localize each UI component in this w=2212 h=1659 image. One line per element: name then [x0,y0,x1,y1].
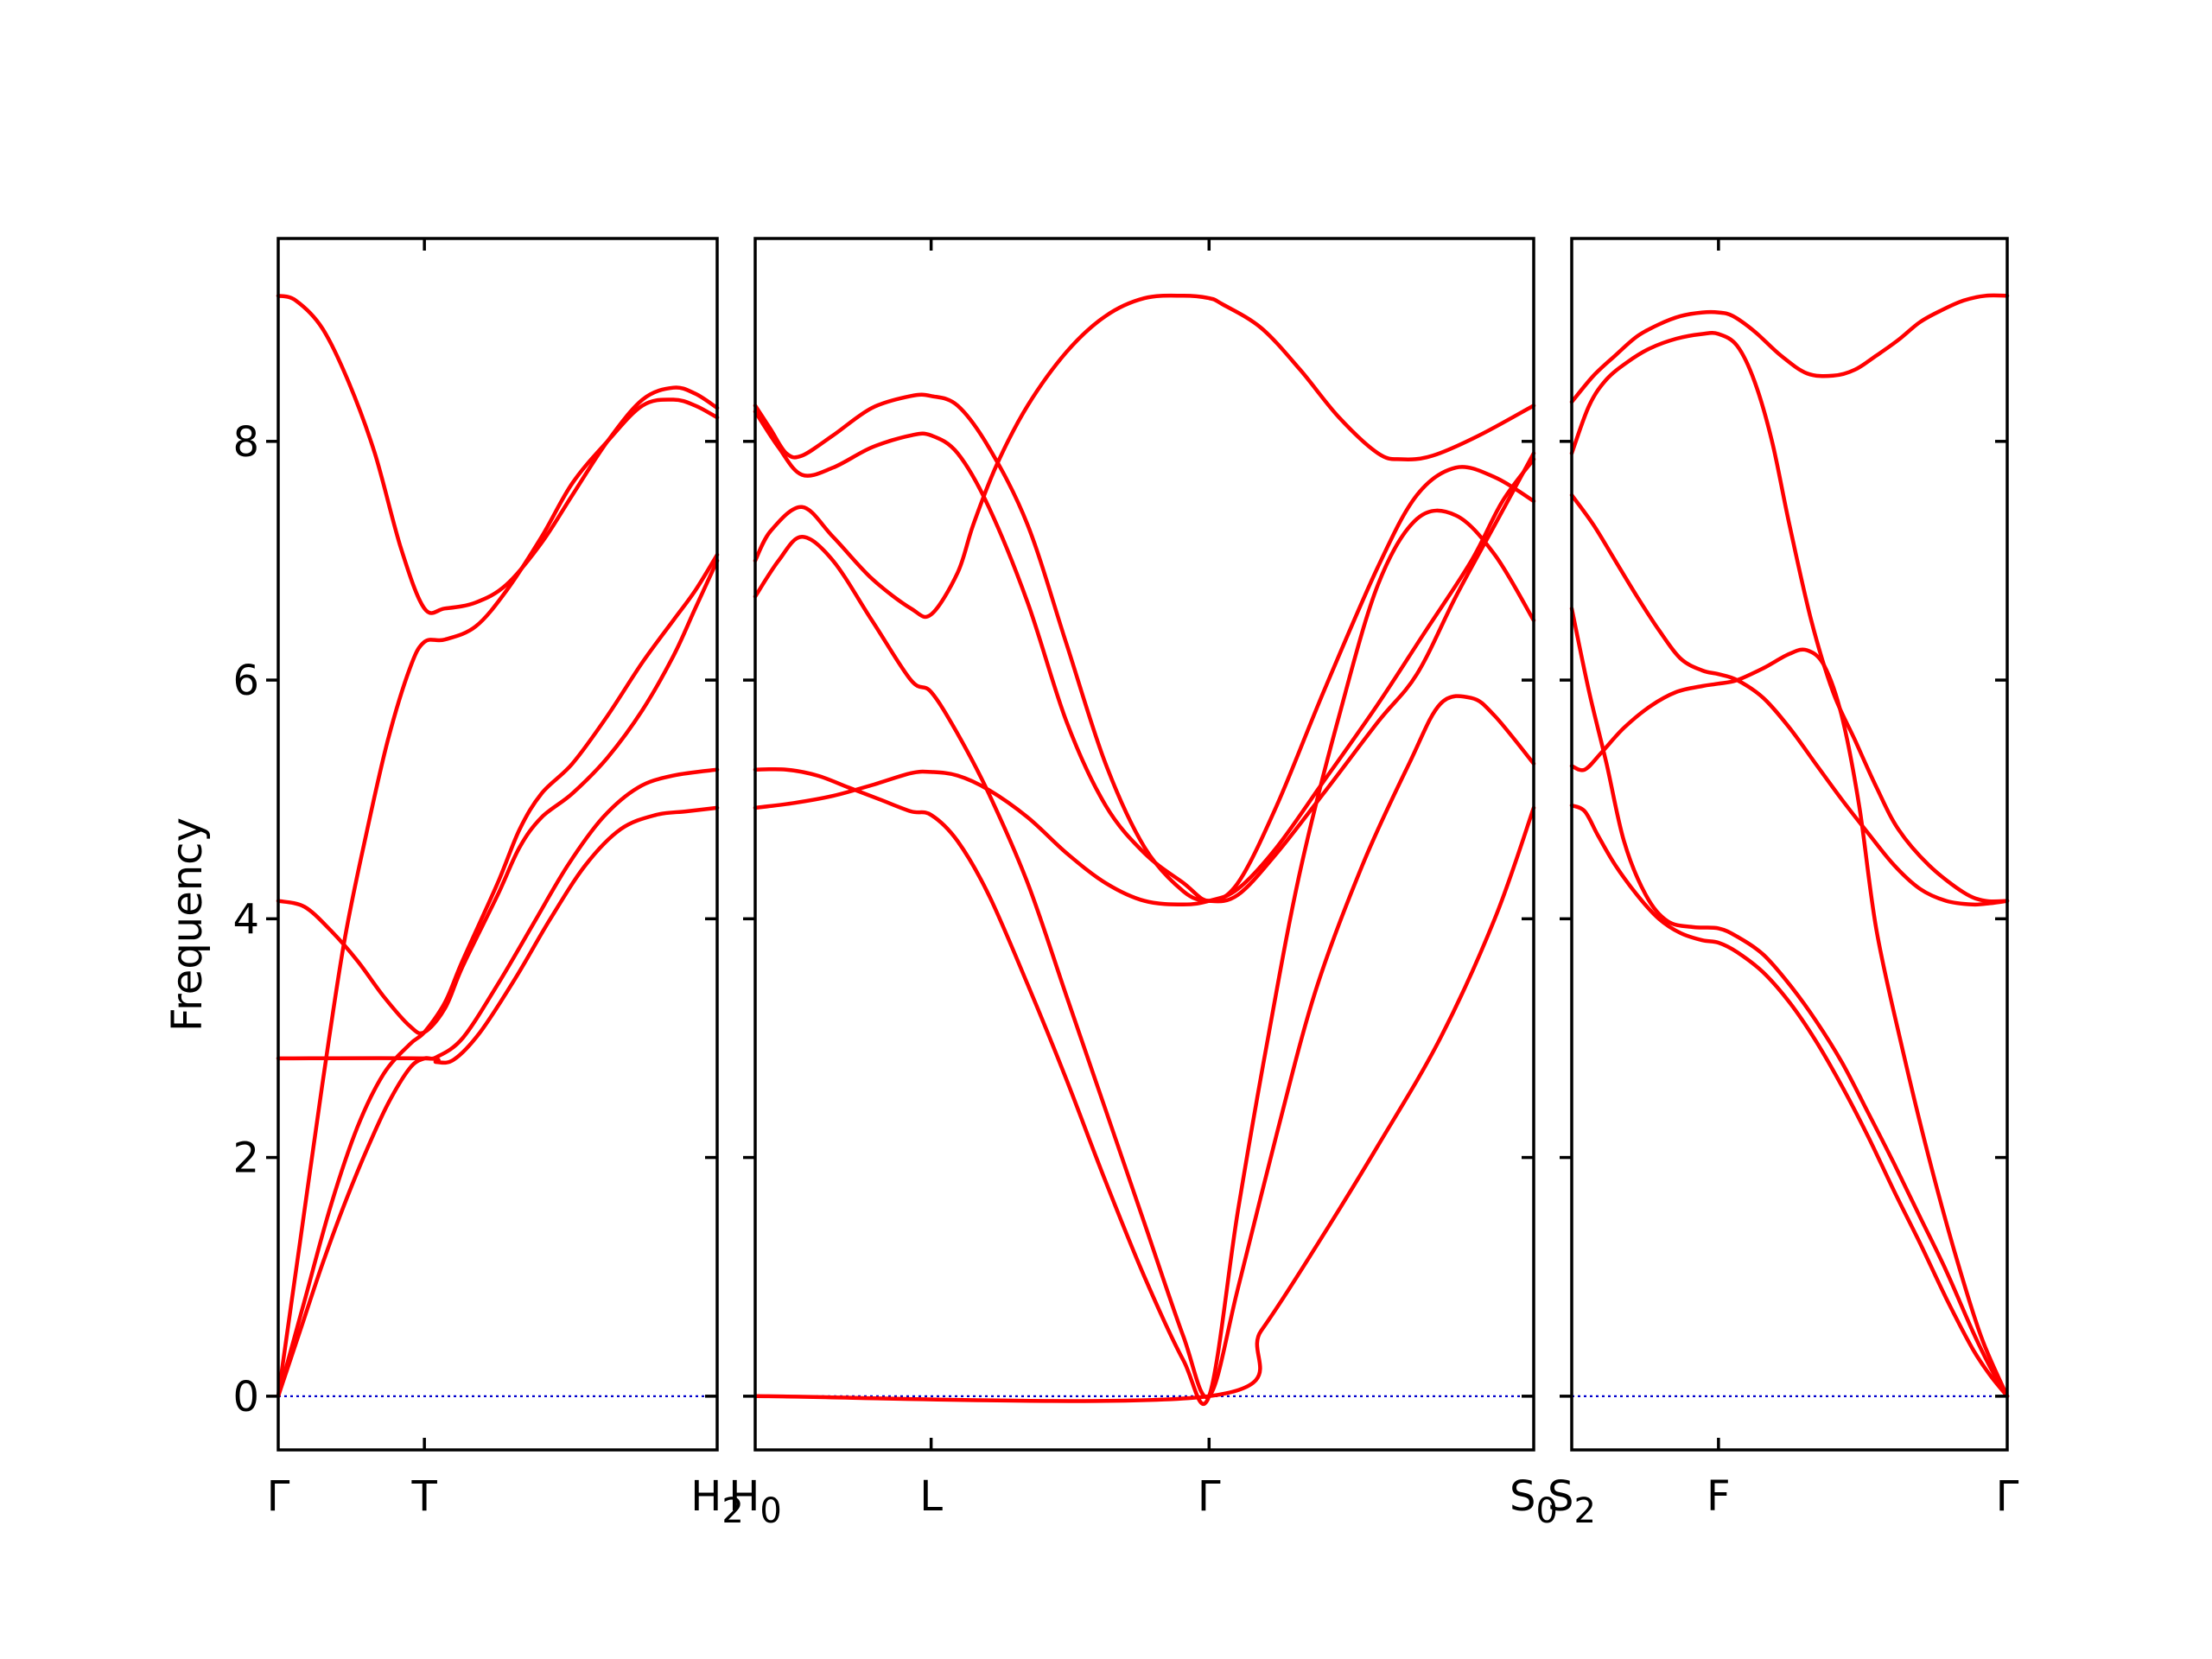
plot-frame [753,237,1535,1452]
band-line-6 [276,805,720,1065]
x-tick-label: Γ [267,1472,290,1521]
band-line-4 [1569,647,2010,1399]
band-line-5 [1569,606,2010,1399]
band-line-1 [1569,293,2010,404]
x-tick-label: F [1707,1472,1731,1521]
band-panel-s2-f-gamma: S2 F Γ [1548,237,2019,1531]
band-line-3 [276,558,720,1036]
band-line-2 [753,410,1536,903]
band-line-4 [753,535,1536,1400]
band-line-1 [753,392,1536,904]
band-line-7 [753,805,1536,1403]
y-tick-label: 4 [232,895,259,944]
band-line-4 [276,552,720,1399]
band-line-3 [1569,493,2010,907]
band-line-3 [753,293,1536,620]
band-line-5 [276,767,720,1399]
plot-frame [1570,237,2009,1452]
x-tick-label: Γ [1996,1472,2019,1521]
y-axis-label: Frequency [163,817,212,1032]
band-line-1 [276,294,720,615]
y-tick-label: 0 [232,1373,259,1421]
y-tick-label: 2 [232,1135,259,1183]
band-line-6 [1569,803,2010,1399]
band-line-6 [753,457,1536,907]
y-tick-label: 6 [232,657,259,705]
band-line-5 [753,508,1536,1406]
band-line-2 [1569,331,2010,904]
plot-frame [276,237,719,1452]
band-line-2 [276,397,720,1399]
x-tick-label: T [410,1472,437,1521]
band-panel-h0-l-gamma-s0: H0 L Γ S0 [728,237,1558,1531]
x-tick-label: L [919,1472,943,1521]
x-tick-label: Γ [1198,1472,1221,1521]
y-tick-label: 8 [232,418,259,467]
